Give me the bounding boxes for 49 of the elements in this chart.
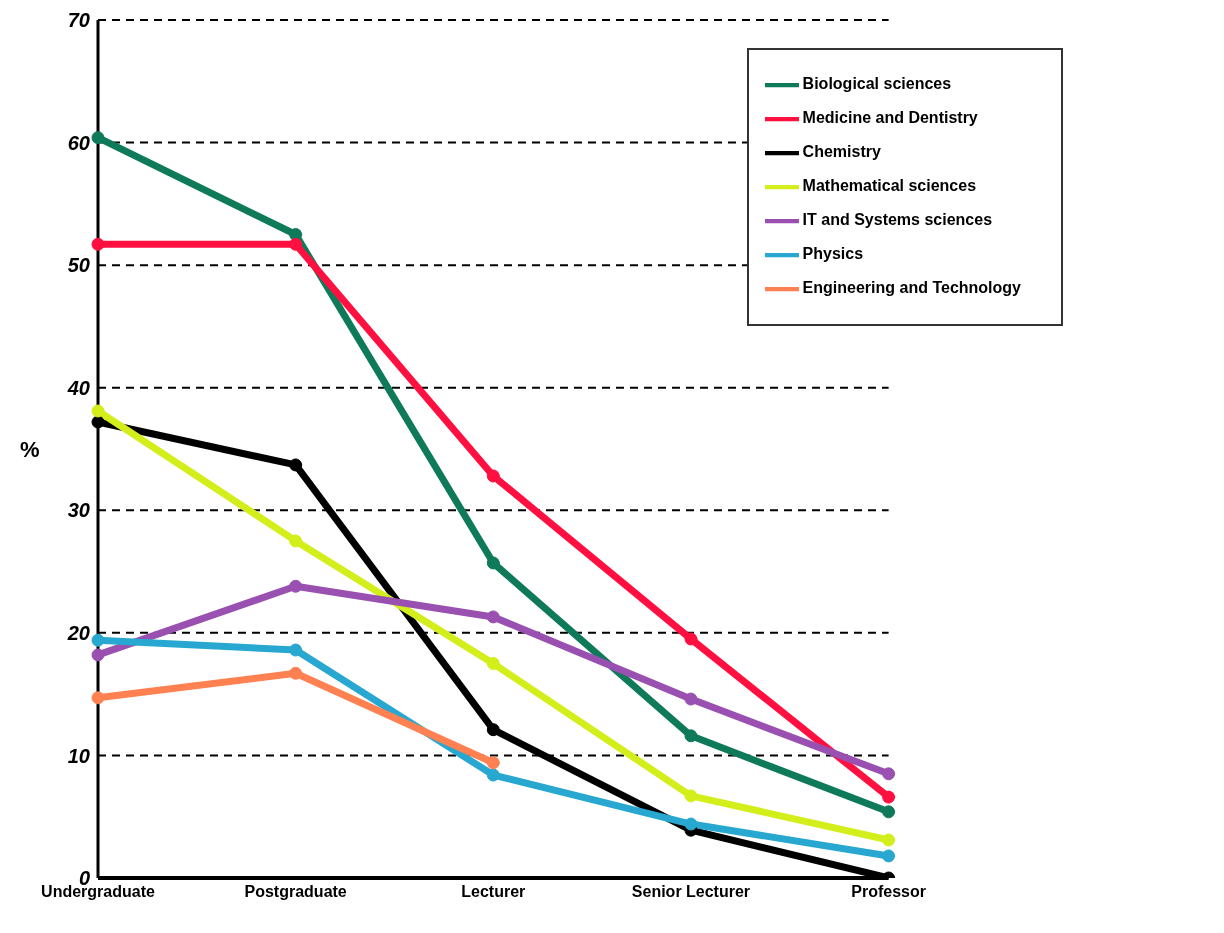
y-tick-label: 30 [67, 499, 90, 522]
point [684, 632, 698, 646]
y-tick-label: 60 [67, 131, 90, 154]
point [91, 633, 105, 647]
point [882, 833, 896, 847]
point [486, 610, 500, 624]
point [486, 556, 500, 570]
x-tick-label: Professor [851, 883, 926, 901]
legend-label: Chemistry [802, 143, 881, 161]
y-tick-label: 40 [66, 376, 90, 399]
y-tick-label: 20 [66, 621, 90, 644]
legend-label: Medicine and Dentistry [802, 109, 978, 127]
point [91, 415, 105, 429]
x-tick-label: Postgraduate [244, 883, 347, 901]
point [91, 131, 105, 145]
legend-label: Engineering and Technology [802, 279, 1021, 297]
point [91, 691, 105, 705]
point [684, 789, 698, 803]
y-axis-title: % [20, 436, 40, 462]
point [91, 237, 105, 251]
point [882, 805, 896, 819]
point [684, 817, 698, 831]
point [289, 579, 303, 593]
point [486, 768, 500, 782]
point [882, 849, 896, 863]
point [289, 458, 303, 472]
point [486, 469, 500, 483]
legend-label: Physics [802, 245, 864, 263]
point [289, 643, 303, 657]
point [882, 767, 896, 781]
point [486, 723, 500, 737]
point [289, 666, 303, 680]
point [289, 237, 303, 251]
legend-label: Mathematical sciences [802, 177, 977, 195]
point [91, 648, 105, 662]
point [684, 729, 698, 743]
x-tick-label: Lecturer [461, 883, 526, 901]
x-tick-label: Senior Lecturer [631, 883, 751, 901]
point [882, 790, 896, 804]
y-tick-label: 70 [67, 9, 90, 32]
point [486, 756, 500, 770]
point [684, 692, 698, 706]
y-tick-label: 10 [67, 744, 90, 767]
legend-label: IT and Systems sciences [802, 211, 993, 229]
point [486, 657, 500, 670]
point [289, 534, 303, 548]
y-tick-label: 50 [67, 254, 90, 277]
point [91, 404, 105, 418]
legend-label: Biological sciences [802, 75, 952, 93]
